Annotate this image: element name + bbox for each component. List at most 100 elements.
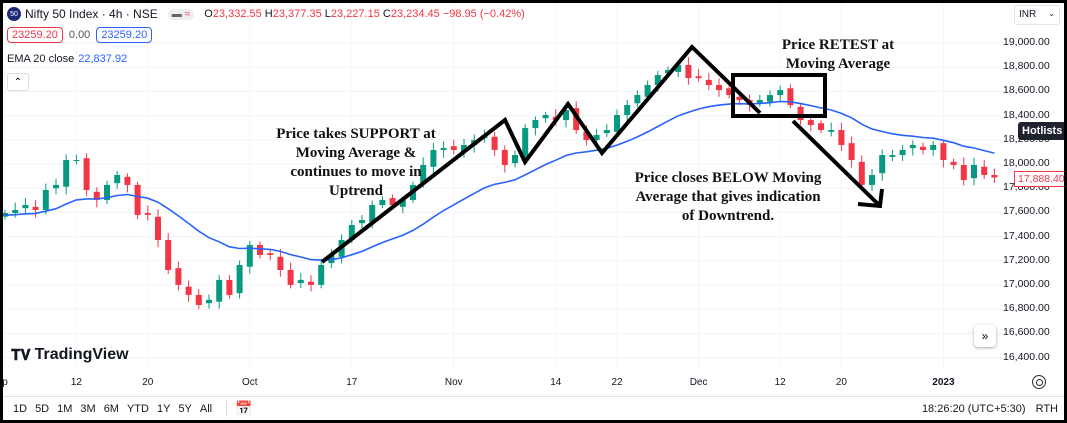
x-tick-label: 12 xyxy=(70,377,82,388)
candle xyxy=(614,114,620,132)
x-tick-label: 17 xyxy=(346,377,358,388)
candle xyxy=(644,84,651,97)
chart-window: 50 Nifty 50 Index · 4h · NSE ▬ ≈ O23,332.… xyxy=(3,3,1064,420)
candle xyxy=(318,264,325,285)
candle xyxy=(981,166,988,176)
candle xyxy=(512,155,518,164)
candle xyxy=(175,268,182,285)
symbol-header[interactable]: 50 Nifty 50 Index · 4h · NSE ▬ ≈ O23,332.… xyxy=(7,7,525,21)
candle xyxy=(134,184,141,215)
y-tick-label: 17,000.00 xyxy=(1003,278,1050,290)
candle xyxy=(828,129,835,132)
collapse-legend-button[interactable]: ⌃ xyxy=(7,73,29,91)
symbol-title[interactable]: Nifty 50 Index · 4h · NSE xyxy=(25,7,158,21)
timeframe-ytd[interactable]: YTD xyxy=(126,402,149,415)
downtrend-arrow xyxy=(791,119,882,208)
candle xyxy=(195,294,202,305)
candle xyxy=(583,131,590,141)
candle xyxy=(42,190,49,210)
candle xyxy=(53,184,59,189)
candle xyxy=(675,65,682,72)
ohlc-readout: O23,332.55 H23,377.35 L23,227.15 C23,234… xyxy=(204,8,525,20)
candle xyxy=(726,88,733,96)
symbol-logo: 50 xyxy=(7,7,21,21)
candle xyxy=(797,106,804,121)
candle xyxy=(420,164,427,184)
candle xyxy=(114,175,121,184)
candle xyxy=(624,105,631,115)
candle xyxy=(359,220,365,224)
candle xyxy=(603,129,610,134)
candle xyxy=(991,175,998,178)
candle xyxy=(104,184,110,200)
candle xyxy=(501,149,508,165)
y-tick-label: 16,800.00 xyxy=(1003,302,1050,315)
quote-row: 23259.20 0.00 23259.20 xyxy=(7,27,153,43)
candle xyxy=(216,279,223,302)
candle xyxy=(899,149,906,156)
currency-select[interactable]: INR ⌄ xyxy=(1014,5,1060,25)
retest-annotation: Price RETEST at Moving Average xyxy=(781,37,895,72)
compare-icon: ≈ xyxy=(184,8,191,20)
candle xyxy=(736,96,743,100)
candle xyxy=(787,88,794,106)
buy-button[interactable]: 23259.20 xyxy=(96,27,153,43)
y-tick-label: 18,600.00 xyxy=(1003,84,1050,97)
candle xyxy=(909,145,916,149)
clock[interactable]: 18:26:20 (UTC+5:30) xyxy=(921,402,1026,415)
candle xyxy=(920,146,926,150)
timeframe-1y[interactable]: 1Y xyxy=(156,402,171,415)
candle xyxy=(930,145,937,150)
indicator-legend[interactable]: EMA 20 close 22,837.92 xyxy=(7,53,128,65)
chevron-down-icon: ⌄ xyxy=(1048,9,1055,18)
candle xyxy=(542,114,549,119)
candle xyxy=(308,281,314,285)
candle xyxy=(277,256,284,270)
timeframe-6m[interactable]: 6M xyxy=(103,402,119,415)
timeframe-3m[interactable]: 3M xyxy=(80,402,96,415)
scroll-to-latest-button[interactable]: » xyxy=(974,325,996,347)
candle xyxy=(522,128,529,157)
candle xyxy=(155,216,161,240)
last-price-tag: 17,888.40 xyxy=(1014,171,1064,187)
bar-icon: ▬ xyxy=(171,8,182,20)
candle xyxy=(818,123,824,130)
timeframe-5d[interactable]: 5D xyxy=(35,402,50,415)
settings-icon[interactable] xyxy=(1032,375,1046,389)
candle xyxy=(124,176,131,185)
x-tick-label: Dec xyxy=(689,377,708,388)
candle xyxy=(654,75,661,85)
y-tick-label: 18,800.00 xyxy=(1003,60,1050,73)
timeframe-1m[interactable]: 1M xyxy=(57,402,73,415)
candle xyxy=(389,198,396,206)
candle xyxy=(185,286,192,295)
drawn-annotations xyxy=(320,44,884,264)
chart-type-toggle[interactable]: ▬ ≈ xyxy=(167,8,195,20)
uptrend-zigzag xyxy=(320,44,762,264)
candle xyxy=(563,110,569,121)
timeframe-1d[interactable]: 1D xyxy=(13,402,28,415)
candle xyxy=(777,90,784,96)
support-annotation: Price takes SUPPORT at Moving Average & co… xyxy=(276,126,436,199)
sell-button[interactable]: 23259.20 xyxy=(7,27,63,43)
candle xyxy=(12,209,19,214)
y-tick-label: 18,400.00 xyxy=(1003,108,1050,121)
hotlists-button[interactable]: Hotlists xyxy=(1018,122,1064,140)
candle xyxy=(971,164,977,179)
price-chart[interactable] xyxy=(3,3,1064,420)
candle xyxy=(165,239,172,270)
candle xyxy=(206,299,212,304)
x-tick-label: 2023 xyxy=(932,377,955,388)
timeframe-5y[interactable]: 5Y xyxy=(178,402,192,415)
candle xyxy=(430,149,437,167)
candle xyxy=(940,143,947,161)
session-toggle[interactable]: RTH xyxy=(1035,402,1058,415)
arrowhead xyxy=(857,188,884,209)
candle xyxy=(22,205,29,209)
y-tick-label: 16,400.00 xyxy=(1003,350,1050,363)
candle xyxy=(532,120,539,129)
x-tick-label: 20 xyxy=(835,377,847,388)
candle xyxy=(297,279,304,284)
calendar-icon[interactable]: 📅 xyxy=(226,400,253,417)
timeframe-all[interactable]: All xyxy=(199,402,213,415)
